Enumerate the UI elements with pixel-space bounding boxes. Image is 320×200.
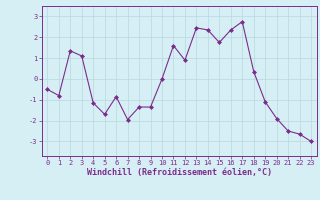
X-axis label: Windchill (Refroidissement éolien,°C): Windchill (Refroidissement éolien,°C) [87,168,272,177]
